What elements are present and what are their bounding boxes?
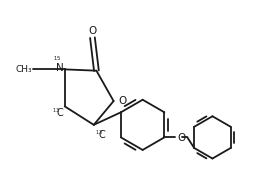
Text: O: O	[88, 26, 97, 35]
Text: N: N	[56, 63, 63, 73]
Text: C: C	[99, 130, 105, 140]
Text: CH₃: CH₃	[15, 65, 32, 74]
Text: C: C	[57, 108, 63, 118]
Text: O: O	[177, 133, 185, 143]
Text: $^{15}$: $^{15}$	[53, 55, 62, 64]
Text: $^{13}$: $^{13}$	[95, 130, 103, 136]
Text: O: O	[118, 96, 127, 106]
Text: $^{13}$: $^{13}$	[52, 108, 60, 114]
